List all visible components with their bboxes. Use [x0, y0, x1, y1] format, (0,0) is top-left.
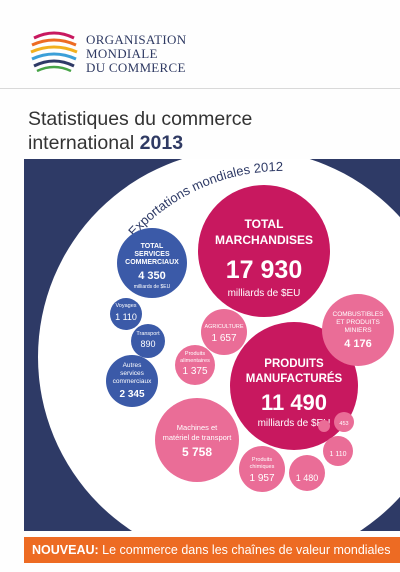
small-2-value: 453	[339, 421, 348, 427]
total-merch-label-2: MARCHANDISES	[215, 233, 313, 247]
bubble-machinery	[155, 398, 239, 482]
other-services-label-1: Autres	[123, 362, 143, 369]
agriculture-value: 1 657	[211, 333, 236, 344]
banner-text: Le commerce dans les chaînes de valeur m…	[98, 543, 391, 557]
title-line-2: international 2013	[28, 131, 252, 155]
bubble-food	[175, 345, 215, 385]
other-manuf-value: 1 480	[296, 473, 319, 483]
bubble-agriculture	[201, 309, 247, 355]
org-line-2: Mondiale	[86, 46, 158, 61]
food-label-1: Produits	[185, 351, 205, 357]
bubble-chart-svg: Exportations mondiales 2012 TOTAL MARCHA…	[38, 159, 400, 531]
bubble-transport	[131, 324, 165, 358]
bubble-total-merchandise	[198, 185, 330, 317]
small-1-value: 1 110	[330, 451, 347, 458]
total-merch-value: 17 930	[226, 256, 302, 284]
agriculture-label: AGRICULTURE	[204, 324, 243, 330]
bubble-other-services	[106, 355, 158, 407]
bubble-infographic: Exportations mondiales 2012 TOTAL MARCHA…	[24, 159, 400, 531]
chemicals-label-2: chimiques	[250, 464, 275, 470]
food-value: 1 375	[182, 366, 207, 377]
bubble-manufactured	[230, 322, 358, 450]
bubble-travel	[110, 298, 142, 330]
wto-logo-icon	[30, 31, 78, 72]
bubble-small-1	[323, 436, 353, 466]
transport-value: 890	[140, 339, 155, 349]
machinery-label-2: matériel de transport	[163, 433, 233, 442]
total-merch-label-1: TOTAL	[245, 217, 284, 231]
organization-name: Organisation Mondiale du Commerce	[86, 33, 186, 75]
bubble-other-manufactures	[289, 455, 325, 491]
banner-prefix: NOUVEAU:	[32, 543, 99, 557]
manuf-label-2: MANUFACTURÉS	[246, 372, 343, 385]
bubble-fuels-mining	[322, 294, 394, 366]
services-label-2: SERVICES	[134, 251, 170, 258]
manuf-unit: milliards de $EU	[258, 418, 331, 429]
travel-label: Voyages	[115, 303, 136, 309]
machinery-value: 5 758	[182, 445, 212, 459]
fuels-label-3: MINIERS	[344, 327, 372, 334]
org-line-1: Organisation	[86, 32, 187, 47]
new-edition-banner: NOUVEAU: Le commerce dans les chaînes de…	[24, 537, 400, 563]
services-value: 4 350	[138, 270, 166, 282]
services-label-1: TOTAL	[141, 243, 164, 250]
other-services-value: 2 345	[119, 389, 144, 400]
manuf-label-1: PRODUITS	[264, 358, 324, 370]
manuf-value: 11 490	[261, 390, 327, 415]
title-line-1: Statistiques du commerce	[28, 108, 253, 130]
bubble-small-3	[318, 420, 330, 432]
bubble-small-2	[334, 412, 354, 432]
other-services-label-2: services	[120, 370, 145, 377]
bubble-total-services	[117, 228, 187, 298]
fuels-value: 4 176	[344, 338, 372, 350]
travel-value: 1 110	[115, 312, 137, 322]
fuels-label-1: COMBUSTIBLES	[333, 311, 385, 318]
transport-label: Transport	[136, 331, 160, 337]
other-services-label-3: commerciaux	[113, 378, 152, 385]
chemicals-label-1: Produits	[252, 457, 272, 463]
total-merch-unit: milliards de $EU	[228, 288, 301, 299]
chemicals-value: 1 957	[249, 473, 274, 484]
page-title: Statistiques du commerce international 2…	[28, 107, 252, 155]
services-unit: milliards de $EU	[134, 284, 171, 290]
header-divider	[0, 88, 400, 89]
food-label-2: alimentaires	[180, 358, 210, 364]
machinery-label-1: Machines et	[177, 423, 218, 432]
services-label-3: COMMERCIAUX	[125, 259, 179, 266]
bubble-chemicals	[239, 446, 285, 492]
org-line-3: du Commerce	[86, 60, 186, 75]
title-year: 2013	[139, 132, 184, 154]
fuels-label-2: ET PRODUITS	[336, 319, 380, 326]
title-line-2-text: international	[28, 132, 135, 154]
